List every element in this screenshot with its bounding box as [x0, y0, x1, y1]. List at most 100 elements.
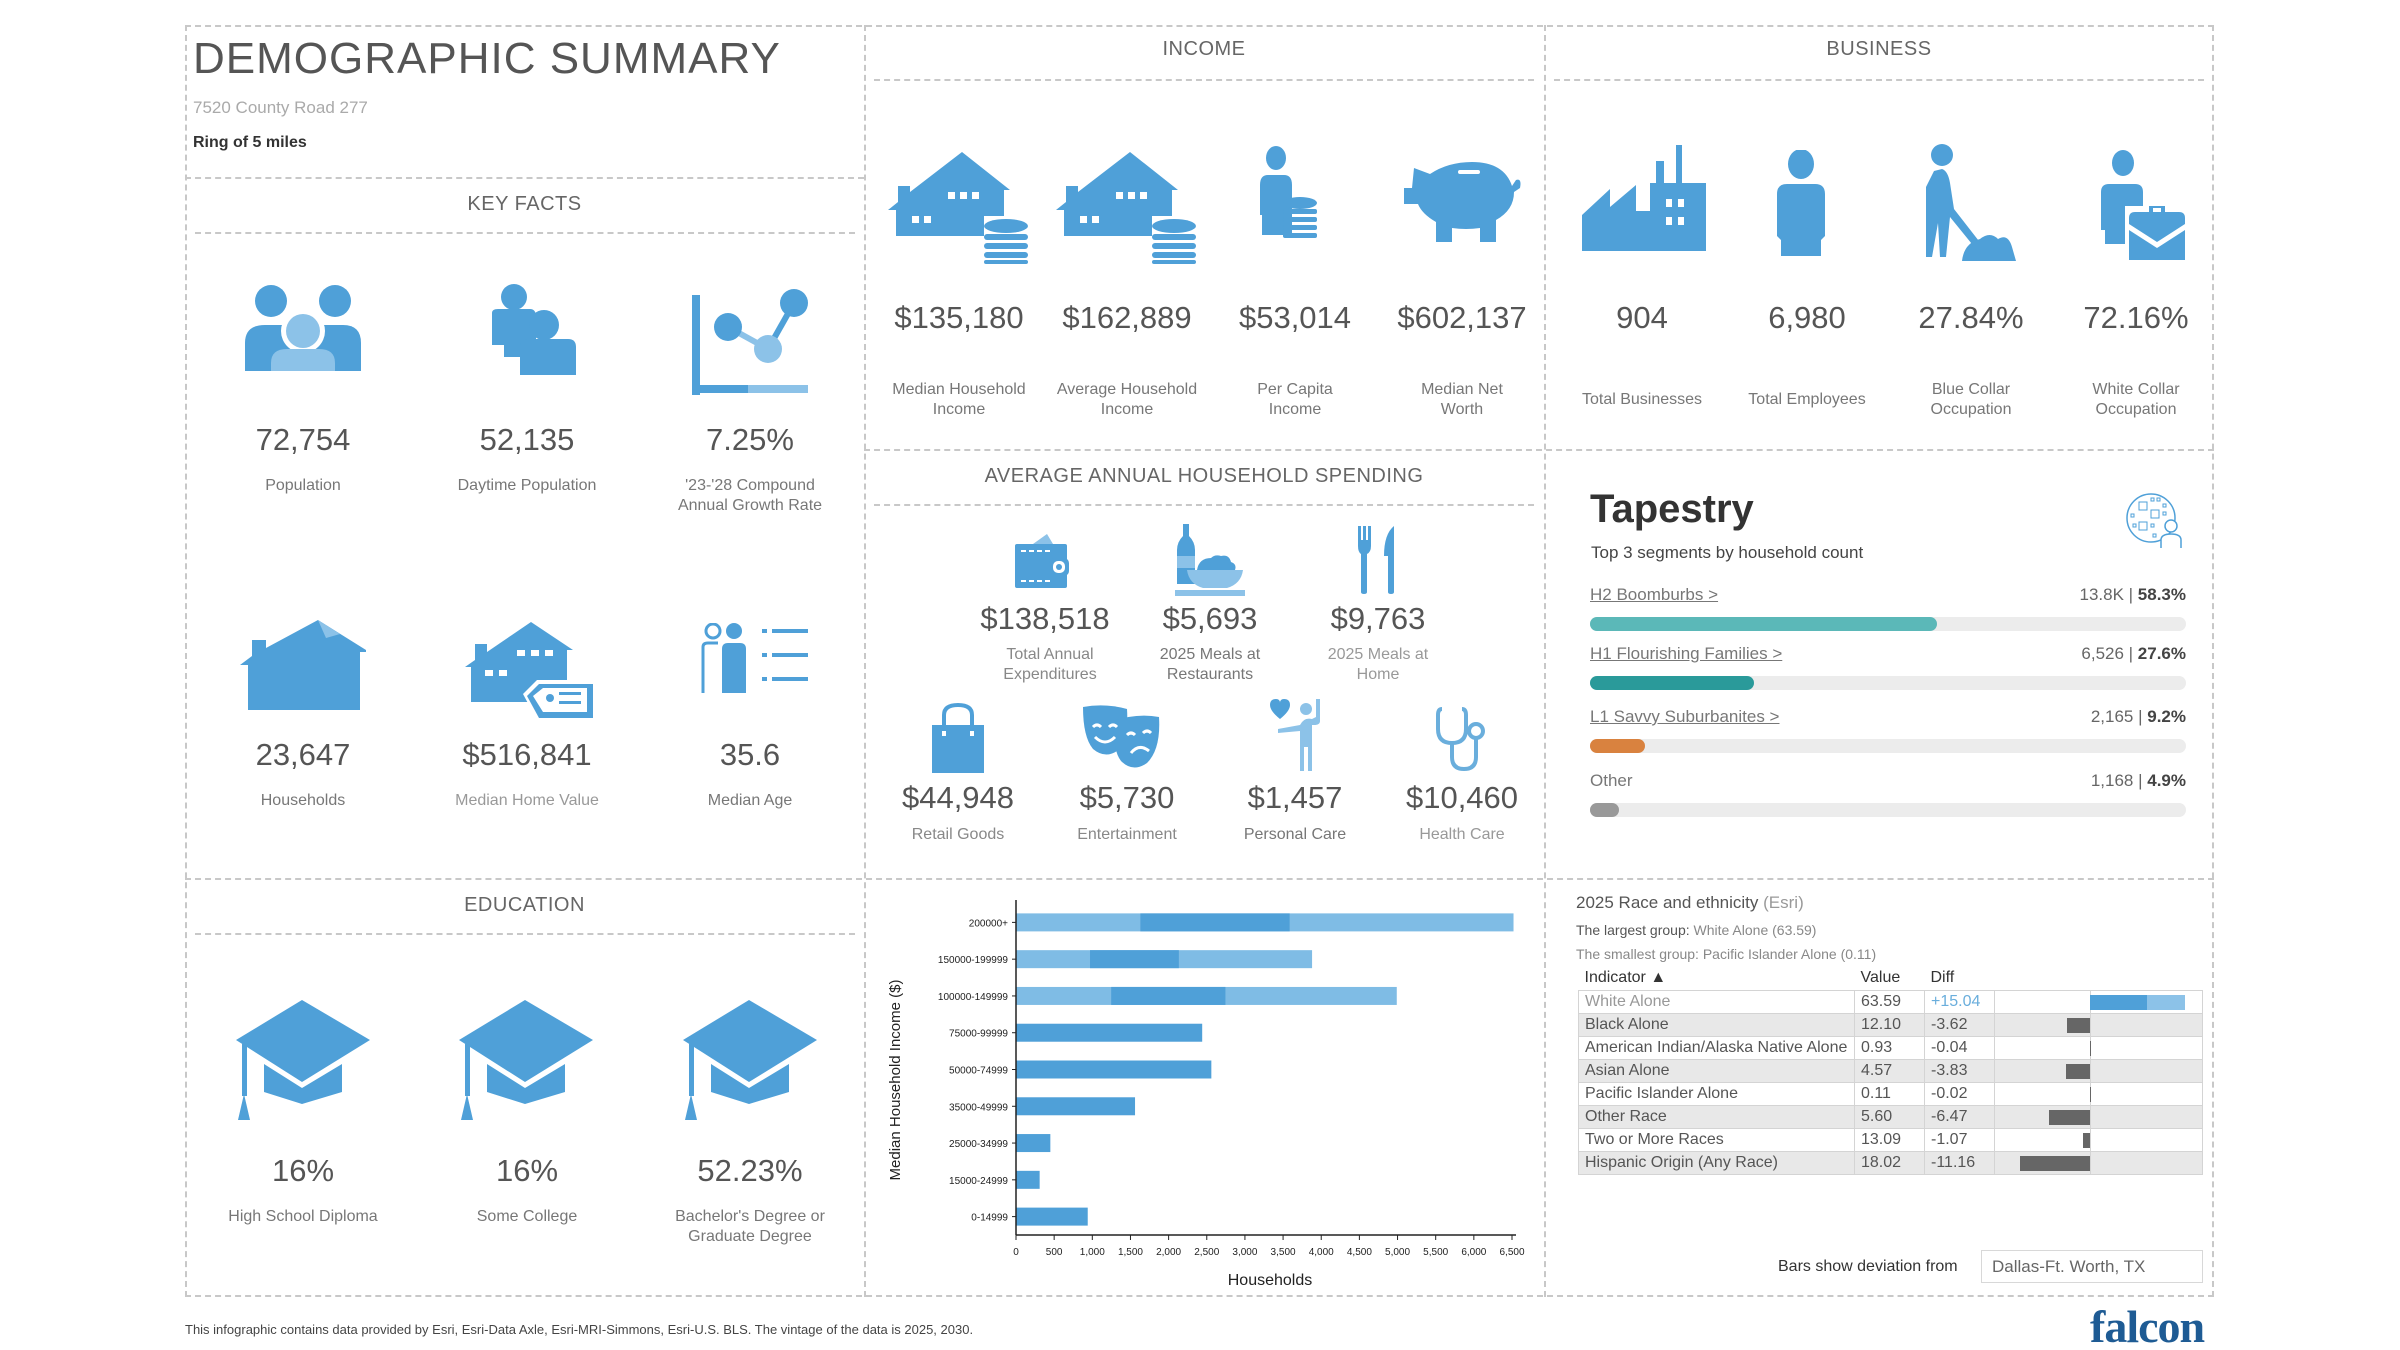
high-school-label: High School Diploma: [228, 1208, 378, 1225]
growth-rate-value: 7.25%: [706, 422, 794, 457]
white-collar-value: 72.16%: [2083, 300, 2189, 335]
personal-care-value: $1,457: [1247, 780, 1343, 815]
race-indicator-cell: Asian Alone: [1578, 1058, 1855, 1083]
deviation-bar: [2019, 1155, 2090, 1171]
smallest-group: The smallest group: Pacific Islander Alo…: [1576, 946, 1876, 962]
diff-column-header[interactable]: Diff: [1930, 968, 1955, 986]
some-college-value: 16%: [495, 1153, 559, 1188]
race-table-row: Asian Alone 4.57 -3.83: [1578, 1058, 2203, 1083]
income-bar-highlight: [1140, 913, 1290, 932]
health-care-label: Health Care: [1419, 826, 1505, 843]
race-value-cell: 12.10: [1854, 1012, 1925, 1037]
income-bar: [1016, 1207, 1088, 1226]
business-title: BUSINESS: [1826, 38, 1932, 60]
per-capita-income-value: $53,014: [1238, 300, 1352, 335]
tapestry-segment-stat: 6,526 | 27.6%: [1950, 644, 2186, 664]
households-label: Households: [260, 792, 346, 809]
race-value-cell: 4.57: [1854, 1058, 1925, 1083]
total-expenditures-value: $138,518: [980, 601, 1110, 636]
median-household-income-value: $135,180: [894, 300, 1024, 335]
row-divider: [185, 177, 864, 179]
income-bar: [1016, 1023, 1203, 1042]
tapestry-segment-link[interactable]: H1 Flourishing Families >: [1590, 644, 1783, 663]
deviation-zero-line: [2090, 1036, 2091, 1059]
income-bar-highlight: [1090, 950, 1179, 969]
indicator-column-header[interactable]: Indicator ▲: [1584, 968, 1667, 986]
graduation-cap-icon: [683, 1000, 817, 1120]
median-age-value: 35.6: [719, 737, 781, 772]
y-tick-label: 15000-24999: [949, 1176, 1008, 1187]
column-divider: [1544, 25, 1546, 1297]
population-label: Population: [265, 477, 341, 494]
race-diff-cell: -1.07: [1924, 1127, 1995, 1152]
largest-group-prefix: The largest group:: [1576, 922, 1690, 938]
y-tick-label: 150000-199999: [938, 955, 1009, 966]
home-value-icon: [465, 622, 595, 720]
x-tick-label: 5,500: [1423, 1247, 1448, 1258]
some-college-label: Some College: [476, 1208, 578, 1225]
theater-masks-icon: [1083, 705, 1160, 768]
race-diff-cell: -3.83: [1924, 1058, 1995, 1083]
factory-icon: [1582, 145, 1706, 251]
population-icon: [245, 285, 361, 371]
house-icon: [240, 620, 366, 710]
tapestry-globe-icon: [2126, 493, 2182, 548]
entertainment-label: Entertainment: [1077, 826, 1177, 843]
wallet-icon: [1015, 534, 1069, 588]
tapestry-segment-label: Other: [1590, 771, 1633, 790]
deviation-area-select[interactable]: Dallas-Ft. Worth, TX: [1981, 1250, 2203, 1283]
race-deviation-bar-cell: [1994, 1081, 2203, 1106]
tapestry-bar-track: [1590, 739, 2186, 753]
x-tick-label: 2,500: [1194, 1247, 1219, 1258]
page-title: DEMOGRAPHIC SUMMARY: [193, 34, 781, 83]
column-divider: [864, 25, 866, 1297]
graduation-cap-icon: [236, 1000, 370, 1120]
row-divider: [874, 79, 1534, 81]
falcon-logo: falcon: [2090, 1301, 2205, 1350]
daytime-population-value: 52,135: [479, 422, 575, 457]
total-businesses-label: Total Businesses: [1581, 391, 1703, 408]
average-household-income-value: $162,889: [1062, 300, 1192, 335]
y-tick-label: 0-14999: [971, 1213, 1008, 1224]
tapestry-segment-link[interactable]: H2 Boomburbs >: [1590, 585, 1719, 604]
deviation-bar: [2065, 1063, 2090, 1079]
bachelors-value: 52.23%: [697, 1153, 803, 1188]
deviation-bar: [2083, 1132, 2090, 1148]
race-title: 2025 Race and ethnicity (Esri): [1576, 893, 1804, 913]
race-diff-cell: +15.04: [1924, 989, 1995, 1014]
key-facts-title: KEY FACTS: [467, 193, 582, 215]
median-net-worth-label: Median Net Worth: [1421, 381, 1503, 418]
value-column-header[interactable]: Value: [1860, 968, 1901, 986]
race-title-text: 2025 Race and ethnicity: [1576, 893, 1759, 912]
personal-care-label: Personal Care: [1243, 826, 1347, 843]
median-home-value: $516,841: [462, 737, 592, 772]
race-source: (Esri): [1763, 893, 1804, 912]
education-title: EDUCATION: [464, 894, 585, 916]
row-divider: [195, 933, 855, 935]
race-indicator-cell: American Indian/Alaska Native Alone: [1578, 1035, 1855, 1060]
deviation-label: Bars show deviation from: [1778, 1258, 1958, 1275]
population-value: 72,754: [255, 422, 351, 457]
income-bar: [1016, 1060, 1212, 1079]
tapestry-segment-stat: 2,165 | 9.2%: [1950, 707, 2186, 727]
tapestry-bar-fill: [1590, 617, 1938, 631]
race-indicator-cell: Black Alone: [1578, 1012, 1855, 1037]
x-tick-label: 6,000: [1461, 1247, 1486, 1258]
x-tick-label: 6,500: [1499, 1247, 1524, 1258]
meals-home-value: $9,763: [1330, 601, 1426, 636]
deviation-zero-line: [2090, 1082, 2091, 1105]
stethoscope-icon: [1436, 707, 1485, 771]
total-expenditures-label: Total Annual Expenditures: [1003, 646, 1097, 683]
median-age-icon: [701, 623, 808, 693]
median-age-label: Median Age: [707, 792, 793, 809]
race-indicator-cell: Two or More Races: [1578, 1127, 1855, 1152]
deviation-zero-line: [2090, 1105, 2091, 1128]
y-tick-label: 200000+: [969, 918, 1008, 929]
tapestry-segment-link[interactable]: L1 Savvy Suburbanites >: [1590, 707, 1780, 726]
shopping-bag-icon: [932, 703, 984, 773]
growth-chart-icon: [692, 289, 808, 395]
segment-percent: 9.2%: [2147, 707, 2186, 726]
total-businesses-value: 904: [1616, 300, 1668, 335]
median-net-worth-value: $602,137: [1397, 300, 1527, 335]
blue-collar-value: 27.84%: [1918, 300, 2024, 335]
